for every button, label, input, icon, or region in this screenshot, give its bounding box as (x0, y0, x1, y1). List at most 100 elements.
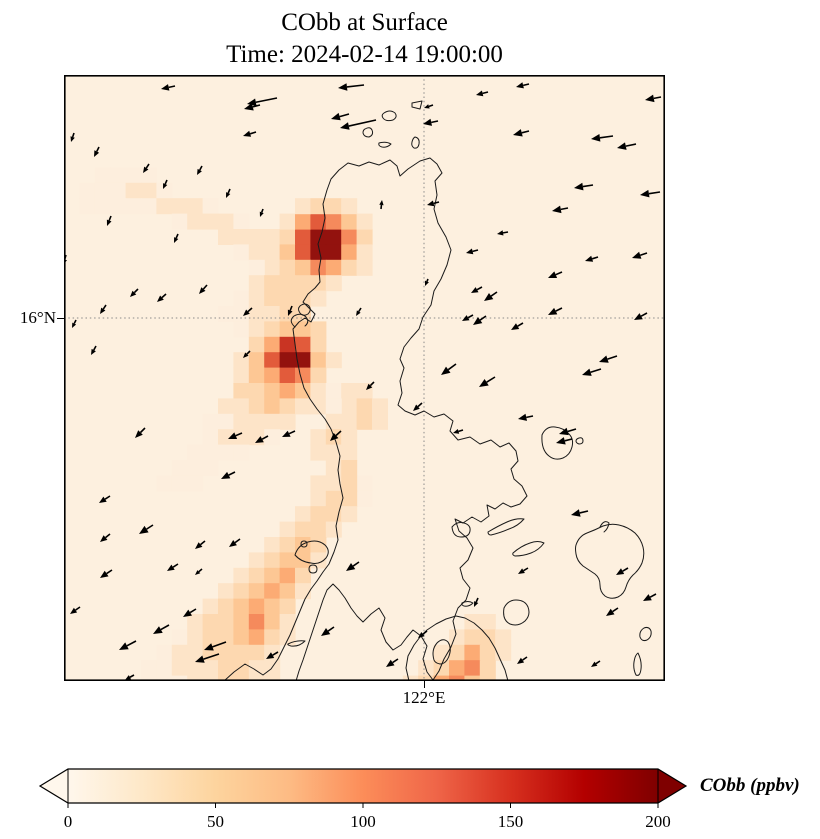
heat-cell (356, 259, 373, 276)
wind-arrow (99, 495, 111, 503)
heat-cell (264, 614, 281, 630)
heat-cell (279, 383, 296, 399)
heat-cell (295, 244, 311, 261)
wind-arrow (157, 293, 167, 302)
heatmap-layer (79, 167, 512, 681)
coastline (362, 127, 374, 138)
heat-cell (218, 213, 234, 230)
wind-arrow (418, 630, 428, 638)
heat-cell (279, 336, 296, 353)
heat-cell (248, 244, 265, 261)
heat-cell (233, 244, 250, 261)
heat-cell (187, 675, 204, 681)
wind-arrow (243, 350, 251, 358)
heat-cell (233, 614, 250, 630)
heat-cell (233, 383, 250, 399)
heat-cell (264, 306, 281, 322)
heat-cell (279, 367, 296, 384)
heat-cell (141, 198, 157, 215)
heat-cell (310, 352, 327, 369)
wind-arrow (94, 146, 100, 157)
heat-cell (402, 675, 419, 681)
heat-cell (310, 398, 327, 415)
heat-cell (248, 552, 265, 569)
heat-cell (279, 321, 296, 338)
coastline (432, 639, 451, 665)
heat-cell (325, 259, 342, 276)
heat-cell (125, 198, 142, 215)
heat-cell (187, 614, 204, 630)
heat-cell (233, 321, 250, 338)
heat-cell (356, 475, 373, 492)
wind-arrow (462, 314, 474, 321)
wind-arrow (204, 641, 227, 651)
wind-arrow (183, 608, 197, 617)
wind-arrow (511, 322, 524, 330)
heat-cell (495, 629, 512, 646)
heat-cell (248, 336, 265, 353)
heat-cell (264, 229, 281, 245)
heat-cell (310, 506, 327, 523)
wind-arrow (255, 435, 269, 443)
heat-cell (187, 444, 204, 461)
wind-arrow (591, 134, 614, 142)
wind-arrow (197, 165, 203, 175)
wind-arrow (195, 568, 203, 575)
heat-cell (449, 660, 465, 677)
colorbar-label: CObb (ppbv) (700, 775, 800, 797)
heat-cell (449, 675, 465, 681)
heat-cell (341, 460, 358, 476)
heat-cell (248, 229, 265, 245)
heat-cell (187, 475, 204, 492)
coastline (411, 100, 423, 110)
heat-cell (264, 321, 281, 338)
heat-cell (418, 675, 435, 681)
heat-cell (156, 198, 173, 215)
heat-cell (94, 182, 111, 199)
wind-arrow (379, 200, 384, 210)
coastline (300, 540, 308, 548)
wind-arrow (366, 381, 375, 390)
heat-cell (310, 321, 327, 338)
heat-cell (279, 244, 296, 261)
y-axis-tick-mark (57, 318, 64, 319)
wind-arrow (174, 233, 179, 243)
heat-cell (279, 629, 296, 646)
heat-cell (279, 413, 296, 430)
heat-cell (233, 644, 250, 661)
heat-cell (233, 213, 250, 230)
heat-cell (248, 614, 265, 630)
heat-cell (264, 398, 281, 415)
heat-cell (295, 290, 311, 307)
heat-cell (356, 398, 373, 415)
wind-arrow (643, 593, 657, 601)
wind-arrow (617, 142, 637, 150)
heat-cell (187, 213, 204, 230)
heat-cell (310, 521, 327, 538)
coastline (575, 437, 584, 445)
heat-cell (248, 383, 265, 399)
heat-cell (264, 675, 281, 681)
wind-arrow (479, 376, 496, 387)
wind-arrow (356, 307, 362, 316)
heat-cell (449, 629, 465, 646)
heat-cell (295, 383, 311, 399)
wind-arrow (282, 430, 296, 437)
heat-cell (433, 675, 450, 681)
heat-cell (218, 644, 234, 661)
heat-cell (202, 413, 219, 430)
heat-cell (310, 552, 327, 569)
wind-arrow (195, 540, 206, 549)
wind-arrow (453, 429, 464, 434)
wind-arrow (106, 215, 112, 226)
coastline (287, 640, 306, 647)
heat-cell (325, 198, 342, 215)
heat-cell (202, 675, 219, 681)
heat-cell (202, 429, 219, 446)
heat-cell (279, 398, 296, 415)
heat-cell (218, 629, 234, 646)
colorbar-tick-label: 150 (497, 812, 524, 831)
coastline (461, 601, 474, 607)
heat-cell (248, 567, 265, 584)
heat-cell (202, 660, 219, 677)
